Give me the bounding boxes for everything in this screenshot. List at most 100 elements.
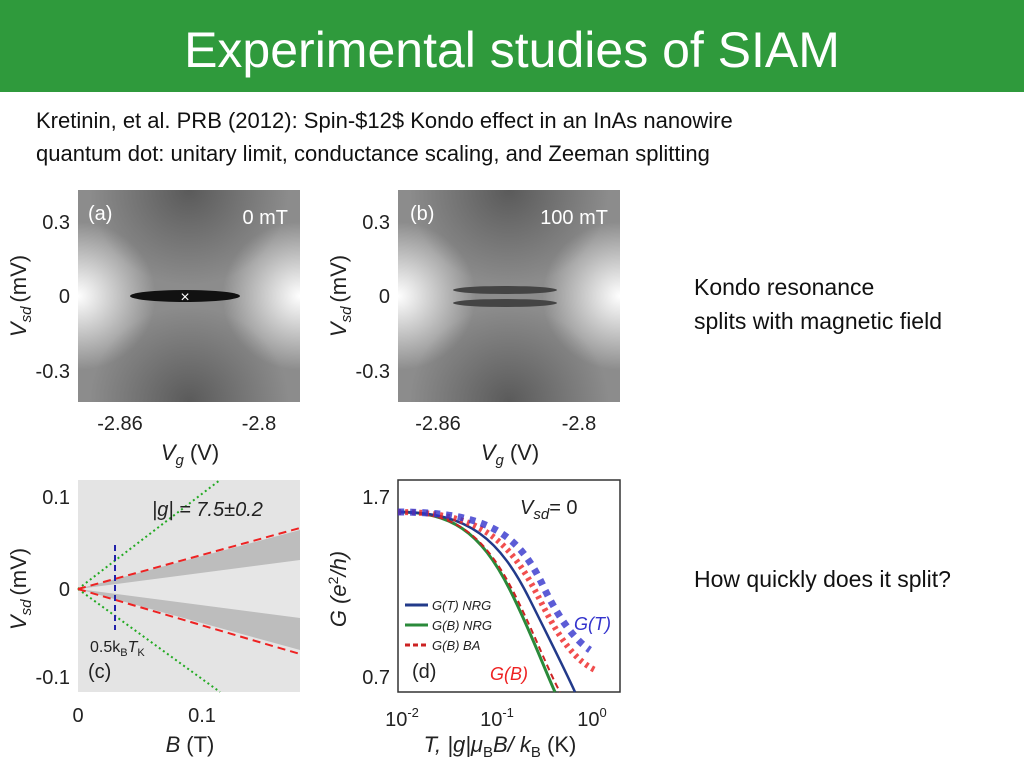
x-tick-label: -2.8 <box>242 413 276 435</box>
label-part: B/ k <box>493 732 532 757</box>
note: Kondo resonance <box>694 274 874 300</box>
label-part: sd <box>18 306 35 323</box>
label-part: (V) <box>190 440 219 465</box>
label-part: -2 <box>407 705 419 720</box>
note: How quickly does it split? <box>694 566 951 592</box>
label-part: (mV) <box>6 548 31 596</box>
kondo-ridge <box>130 290 240 302</box>
panel-d: Vsd= 0 G(T) NRG G(B) NRG G(B) BA G(T) G(… <box>325 479 621 761</box>
citation-line: Kretinin, et al. PRB (2012): Spin-$12$ K… <box>36 108 733 133</box>
guide-line <box>77 588 221 693</box>
label-part: V <box>161 440 178 465</box>
field-label: 0 mT <box>242 207 288 229</box>
label-part: B <box>120 647 127 659</box>
label-part: (mV) <box>6 255 31 303</box>
y-tick-label: 0 <box>59 579 70 601</box>
panel-label: (d) <box>412 661 436 683</box>
y-tick-label: 0.1 <box>42 487 70 509</box>
label-part: 10 <box>385 709 407 731</box>
label-part: V <box>326 320 351 337</box>
data-points <box>397 508 593 653</box>
label-part: /h) <box>326 551 351 579</box>
curve-label: G(B) <box>490 664 528 684</box>
label-part: G (e <box>326 584 351 627</box>
y-axis-label: G (e2/h) <box>325 551 351 627</box>
label-part: B <box>166 732 181 757</box>
legend-label: G(T) NRG <box>432 598 491 613</box>
curve-label: G(T) <box>574 614 611 634</box>
label-part: V <box>520 497 535 519</box>
label-part: 2 <box>325 576 341 584</box>
label-part: V <box>481 440 498 465</box>
y-tick-label: 0 <box>59 286 70 308</box>
y-tick-label: -0.3 <box>356 361 390 383</box>
label-part: (T) <box>186 732 214 757</box>
panel-c: |g| = 7.5±0.2 0.5kBTK (c) 0.1 0 -0.1 0 0… <box>6 479 301 757</box>
x-axis-label: T, |g|μBB/ kB (K) <box>424 732 577 761</box>
label-part: -1 <box>502 705 514 720</box>
label-part: (K) <box>541 732 576 757</box>
y-tick-label: 0.7 <box>362 667 390 689</box>
label-part: K <box>137 647 145 659</box>
marker: × <box>180 289 189 306</box>
citation-line: quantum dot: unitary limit, conductance … <box>36 141 710 166</box>
y-tick-label: -0.1 <box>36 667 70 689</box>
field-label: 100 mT <box>540 207 608 229</box>
annotation: 0.5kBTK <box>90 639 145 659</box>
x-axis-label: Vg (V) <box>481 440 539 469</box>
label-part: (V) <box>510 440 539 465</box>
x-tick-label: 0 <box>72 705 83 727</box>
panel-image <box>78 560 300 618</box>
slide-title: Experimental studies of SIAM <box>184 22 840 78</box>
label-part: = 0 <box>549 497 577 519</box>
label-part: 0 <box>600 705 607 720</box>
panel-label: (a) <box>88 203 112 225</box>
x-tick-label: -2.8 <box>562 413 596 435</box>
panel-b: (b) 100 mT 0.3 0 -0.3 -2.86 -2.8 Vg (V) V… <box>326 190 620 469</box>
label-part: g <box>496 452 505 469</box>
legend-label: G(B) NRG <box>432 618 492 633</box>
label-part: g <box>176 452 185 469</box>
split-ridge <box>453 299 557 307</box>
x-axis-label: B (T) <box>166 732 215 757</box>
panel-label: (b) <box>410 203 434 225</box>
label-part: 10 <box>577 709 599 731</box>
y-axis-label: Vsd (mV) <box>326 255 355 337</box>
annotation: |g| = 7.5±0.2 <box>152 499 263 521</box>
label-part: V <box>6 613 31 630</box>
y-axis-label: Vsd (mV) <box>6 255 35 337</box>
y-tick-label: 0 <box>379 286 390 308</box>
y-tick-label: 1.7 <box>362 487 390 509</box>
label-part: B <box>531 744 541 761</box>
y-tick-label: -0.3 <box>36 361 70 383</box>
panel-label: (c) <box>88 661 111 683</box>
header-bar <box>0 0 1024 92</box>
label-part: B <box>483 744 493 761</box>
x-tick-label: 100 <box>577 705 606 731</box>
label-part: (mV) <box>326 255 351 303</box>
y-tick-label: 0.3 <box>362 212 390 234</box>
label-part: sd <box>18 599 35 616</box>
label-part: sd <box>533 506 550 523</box>
y-tick-label: 0.3 <box>42 212 70 234</box>
y-axis-label: Vsd (mV) <box>6 548 35 630</box>
x-tick-label: 0.1 <box>188 705 216 727</box>
label-part: T <box>128 639 139 656</box>
label-part: T, |g|μ <box>424 732 483 757</box>
panel-a: × (a) 0 mT 0.3 0 -0.3 -2.86 -2.8 Vg (V) V… <box>6 190 300 469</box>
x-tick-label: 10-2 <box>385 705 419 731</box>
label-part: V <box>6 320 31 337</box>
x-tick-label: 10-1 <box>480 705 514 731</box>
panel-image <box>398 190 620 402</box>
split-ridge <box>453 286 557 294</box>
annotation: Vsd= 0 <box>520 497 578 523</box>
label-part: 10 <box>480 709 502 731</box>
legend-label: G(B) BA <box>432 638 480 653</box>
x-tick-label: -2.86 <box>97 413 143 435</box>
label-part: sd <box>338 306 355 323</box>
note: splits with magnetic field <box>694 308 942 334</box>
label-part: 0.5k <box>90 639 121 656</box>
x-tick-label: -2.86 <box>415 413 461 435</box>
